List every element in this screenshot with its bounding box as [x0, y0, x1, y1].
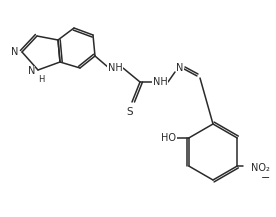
- Text: S: S: [127, 107, 133, 117]
- Text: N: N: [176, 63, 184, 73]
- Text: NH: NH: [108, 63, 122, 73]
- Text: N: N: [10, 47, 18, 57]
- Text: NH: NH: [153, 77, 167, 87]
- Text: H: H: [38, 74, 44, 84]
- Text: −: −: [261, 173, 270, 183]
- Text: HO: HO: [161, 133, 176, 143]
- Text: N: N: [28, 66, 35, 76]
- Text: NO₂: NO₂: [251, 163, 270, 173]
